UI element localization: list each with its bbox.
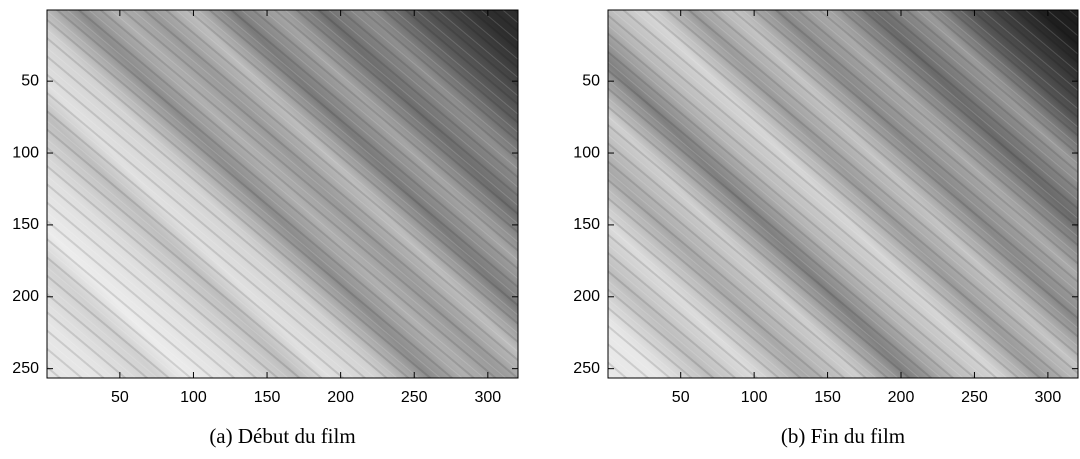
x-tick-label: 150 — [254, 389, 281, 406]
y-tick-label: 200 — [12, 288, 39, 305]
y-tick-label: 50 — [21, 72, 39, 89]
y-tick-label: 250 — [573, 360, 600, 377]
x-tick-label: 300 — [474, 389, 501, 406]
y-tick-label: 150 — [573, 216, 600, 233]
axes-frame — [46, 9, 519, 379]
x-tick-label: 200 — [888, 389, 915, 406]
caption: (a) Début du film — [209, 424, 355, 448]
x-tick-label: 250 — [961, 389, 988, 406]
image-texture — [608, 10, 1078, 378]
x-tick-label: 50 — [111, 389, 129, 406]
x-tick-label: 250 — [401, 389, 428, 406]
y-tick-label: 150 — [12, 216, 39, 233]
image-texture — [47, 10, 518, 378]
y-tick-label: 50 — [582, 72, 600, 89]
y-tick-label: 100 — [573, 144, 600, 161]
y-tick-label: 100 — [12, 144, 39, 161]
x-tick-label: 100 — [741, 389, 768, 406]
axes-frame — [607, 9, 1079, 379]
x-tick-label: 300 — [1035, 389, 1062, 406]
x-tick-label: 200 — [327, 389, 354, 406]
x-tick-label: 100 — [180, 389, 207, 406]
y-tick-label: 250 — [12, 360, 39, 377]
x-tick-label: 50 — [672, 389, 690, 406]
caption: (b) Fin du film — [781, 424, 905, 448]
x-tick-label: 150 — [814, 389, 841, 406]
y-tick-label: 200 — [573, 288, 600, 305]
